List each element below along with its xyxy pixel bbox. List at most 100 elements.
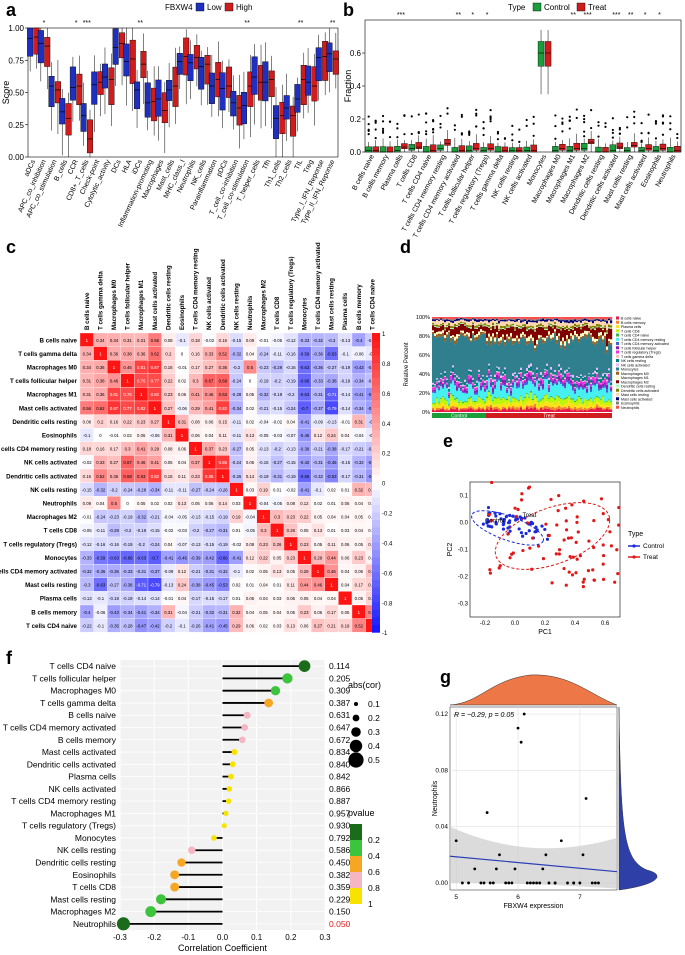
stacked-bar-segment: [548, 320, 551, 324]
treat-point: [564, 506, 568, 510]
stacked-bar-segment: [484, 331, 487, 333]
stacked-bar-segment: [508, 338, 511, 343]
stacked-bar-segment: [560, 407, 563, 410]
heatmap-cell-value: -0.34: [354, 406, 364, 411]
stacked-bar-segment: [518, 384, 521, 388]
stacked-bar-segment: [600, 388, 603, 390]
treat-point: [555, 523, 559, 527]
stacked-bar-segment: [572, 329, 575, 336]
stacked-bar-segment: [466, 386, 469, 388]
stacked-bar-segment: [590, 398, 593, 403]
stacked-bar-segment: [504, 386, 507, 399]
heatmap-cell-value: -0.1: [341, 351, 349, 356]
stacked-bar-segment: [594, 338, 597, 343]
stacked-bar-segment: [468, 406, 471, 409]
outlier-point: [590, 126, 593, 130]
row-label: B cells naive: [40, 337, 78, 344]
stacked-bar-segment: [454, 383, 457, 386]
stacked-bar-segment: [484, 409, 487, 411]
stacked-bar-segment: [524, 397, 527, 399]
treat-point: [601, 512, 605, 516]
heatmap-cell-value: -0.15: [259, 460, 269, 465]
stacked-bar-segment: [448, 317, 451, 319]
stacked-bar-segment: [438, 380, 441, 383]
stacked-bar-segment: [448, 388, 451, 392]
box-control: [451, 147, 459, 153]
stacked-bar-segment: [478, 376, 481, 381]
stacked-bar-segment: [434, 383, 437, 386]
stacked-bar-segment: [512, 387, 515, 397]
stacked-bar-segment: [508, 382, 511, 386]
heatmap-cell-value: 1: [249, 501, 252, 506]
stacked-bar-segment: [474, 318, 477, 322]
stacked-bar-segment: [488, 365, 491, 370]
outlier-point: [669, 115, 672, 118]
stacked-bar-segment: [488, 341, 491, 364]
stacked-bar-segment: [484, 323, 487, 326]
stacked-bar-segment: [494, 384, 497, 388]
stacked-bar-segment: [568, 373, 571, 377]
stacked-bar-segment: [564, 329, 567, 330]
box-control: [509, 147, 516, 153]
box-low: [176, 53, 183, 75]
row-label: T cells CD4 naive: [26, 623, 77, 630]
stacked-bar-segment: [490, 395, 493, 403]
stacked-bar-segment: [530, 370, 533, 373]
stacked-bar-segment: [482, 326, 485, 331]
box-control: [609, 144, 617, 153]
stacked-bar-segment: [554, 318, 557, 320]
stacked-bar-segment: [602, 408, 605, 410]
row-label: NK cells resting: [30, 487, 77, 494]
heatmap-cell-value: -0.63: [300, 365, 310, 370]
stacked-bar-segment: [502, 320, 505, 322]
stacked-bar-segment: [528, 397, 531, 398]
stacked-bar-segment: [532, 405, 535, 409]
stacked-bar-segment: [592, 343, 595, 373]
heatmap-cell-value: -0.4: [83, 610, 91, 615]
stacked-bar-segment: [536, 376, 539, 380]
treat-point: [586, 569, 591, 573]
stacked-bar-segment: [494, 337, 497, 342]
stacked-bar-segment: [570, 317, 573, 319]
stacked-bar-segment: [462, 386, 465, 389]
stacked-bar-segment: [438, 402, 441, 404]
stacked-bar-segment: [556, 339, 559, 344]
stacked-bar-segment: [534, 351, 537, 377]
stacked-bar-segment: [558, 375, 561, 380]
stacked-bar-segment: [590, 397, 593, 399]
treat-point: [570, 573, 575, 577]
heatmap-cell-value: -0.41: [354, 392, 364, 397]
stacked-bar-segment: [550, 326, 553, 335]
stacked-bar-segment: [586, 400, 589, 407]
heatmap-cell-value: -0.33: [300, 338, 310, 343]
stacked-bar-segment: [552, 378, 555, 381]
heatmap-cell-value: 0.19: [232, 515, 241, 520]
stacked-bar-segment: [506, 382, 509, 386]
stacked-bar-segment: [472, 383, 475, 386]
stacked-bar-segment: [514, 372, 517, 375]
stacked-bar-segment: [552, 321, 555, 325]
stacked-bar-segment: [564, 317, 567, 320]
heatmap-cell-value: -0.66: [218, 555, 228, 560]
stacked-bar-segment: [460, 387, 463, 390]
stacked-bar-segment: [558, 333, 561, 336]
stacked-bar-segment: [474, 337, 477, 341]
stacked-bar-segment: [608, 372, 611, 374]
stacked-bar-segment: [540, 318, 543, 320]
stacked-bar-segment: [436, 334, 439, 338]
stacked-bar-segment: [516, 388, 519, 399]
stacked-bar-segment: [608, 406, 611, 410]
column-label: Macrophages M0: [111, 279, 118, 330]
heatmap-cell-value: 0.03: [273, 596, 282, 601]
scatter-point: [581, 853, 585, 857]
heatmap-cell-value: -0.04: [354, 433, 364, 438]
stacked-bar-segment: [554, 399, 557, 406]
stacked-bar-segment: [592, 376, 595, 378]
heatmap-cell-value: -0.27: [109, 583, 119, 588]
heatmap-cell-value: -0.71: [136, 583, 146, 588]
treat-point: [519, 498, 524, 502]
stacked-bar-segment: [460, 382, 463, 383]
stacked-bar-segment: [528, 400, 531, 407]
heatmap-cell-value: 0.44: [300, 583, 309, 588]
box-treat: [616, 142, 624, 149]
